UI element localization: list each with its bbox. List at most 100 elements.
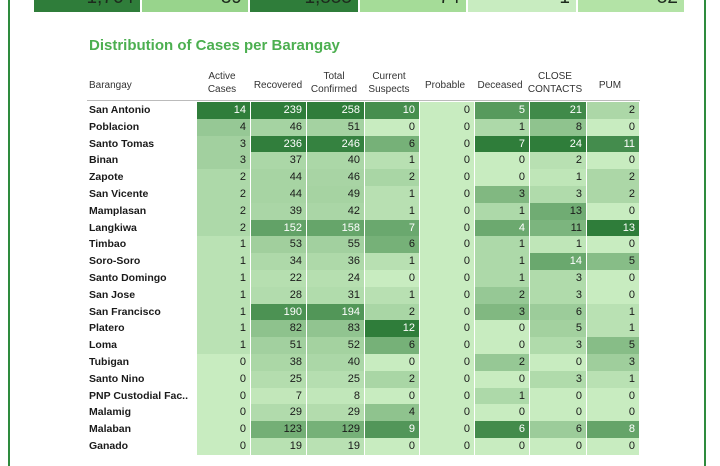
table-cell: 25 [251,370,306,388]
table-cell: 0 [365,354,419,371]
table-cell: 1 [587,320,639,338]
header-total-line1: Total [323,71,345,82]
barangay-name: Timbao [89,238,127,251]
table-cell: 1 [197,337,250,355]
table-cell: 0 [420,270,474,287]
table-row: Santo Domingo 1 22 24 0 0 1 3 0 [87,270,640,287]
table-cell: 0 [420,354,474,371]
table-cell: 44 [251,186,306,203]
table-cell: 2 [197,202,250,220]
barangay-name: Langkiwa [89,221,137,234]
table-cell: 5 [530,320,586,338]
table-row: San Vicente 2 44 49 1 0 3 3 2 [87,186,640,203]
table-cell: 236 [251,135,306,153]
table-cell: 0 [197,387,250,405]
table-cell: 11 [587,135,639,153]
table-cell: 5 [587,337,639,355]
header-active-line2: Cases [207,84,237,95]
table-cell: 3 [197,152,250,170]
header-close-line2: CONTACTS [527,84,583,95]
table-cell: 1 [365,253,419,271]
table-cell: 2 [587,102,639,119]
table-cell: 5 [475,102,529,119]
table-cell: 246 [307,135,364,153]
table-cell: 0 [365,118,419,136]
table-cell: 1 [475,387,529,405]
table-cell: 6 [475,421,529,439]
table-cell: 2 [365,169,419,187]
table-row: Tubigan 0 38 40 0 0 2 0 3 [87,354,640,371]
table-cell: 82 [251,320,306,338]
table-cell: 0 [475,337,529,355]
table-cell: 0 [365,438,419,455]
table-cell: 12 [365,320,419,338]
header-current-suspects: Current Suspects [362,70,416,96]
barangay-name: San Vicente [89,188,149,200]
table-cell: 3 [197,135,250,153]
table-cell: 0 [420,152,474,170]
summary-value: 1,764 [34,0,140,12]
table-cell: 1 [587,303,639,321]
table-cell: 0 [587,387,639,405]
table-cell: 1 [475,236,529,254]
summary-value: 1,855 [250,0,358,12]
barangay-name: Malamig [89,406,132,419]
table-row: Timbao 1 53 55 6 0 1 1 0 [87,236,640,254]
barangay-name: San Jose [89,288,136,301]
table-cell: 0 [197,438,250,455]
table-cell: 42 [307,202,364,220]
table-cell: 0 [197,404,250,422]
table-cell: 7 [365,219,419,237]
table-cell: 83 [307,320,364,338]
table-cell: 0 [587,152,639,170]
table-cell: 4 [365,404,419,422]
table-cell: 51 [307,118,364,136]
summary-value: 1 [468,0,576,12]
table-cell: 0 [197,421,250,439]
barangay-name: Zapote [89,171,124,184]
table-cell: 2 [587,186,639,203]
table-cell: 0 [420,370,474,388]
table-cell: 0 [420,102,474,119]
table-cell: 3 [530,286,586,304]
table-cell: 2 [530,152,586,170]
summary-value: 52 [578,0,684,12]
table-cell: 1 [475,118,529,136]
table-cell: 5 [587,253,639,271]
table-cell: 0 [475,320,529,338]
table-cell: 39 [251,202,306,220]
table-row: Poblacion 4 46 51 0 0 1 8 0 [87,118,640,136]
table-row: Santo Tomas 3 236 246 6 0 7 24 11 [87,135,640,153]
table-cell: 0 [420,421,474,439]
barangay-name: Malaban [89,423,132,436]
table-cell: 0 [420,236,474,254]
barangay-name: San Antonio [89,104,151,116]
table-cell: 37 [251,152,306,170]
table-cell: 0 [365,270,419,287]
table-cell: 0 [587,438,639,455]
table-cell: 0 [420,186,474,203]
header-suspects-line1: Current [372,71,406,82]
barangay-name: San Francisco [89,305,161,318]
table-cell: 2 [197,186,250,203]
table-cell: 2 [197,219,250,237]
table-row: Mamplasan 2 39 42 1 0 1 13 0 [87,202,640,220]
barangay-name: Platero [89,322,125,335]
table-cell: 6 [365,135,419,153]
table-cell: 2 [475,354,529,371]
table-cell: 38 [251,354,306,371]
header-barangay: Barangay [89,80,132,91]
table-cell: 129 [307,421,364,439]
table-cell: 3 [530,270,586,287]
table-cell: 46 [307,169,364,187]
barangay-name: PNP Custodial Fac.. [89,389,188,402]
barangay-name: Poblacion [89,120,140,133]
table-cell: 0 [420,135,474,153]
table-cell: 13 [530,202,586,220]
table-cell: 1 [475,270,529,287]
table-cell: 6 [530,421,586,439]
table-cell: 0 [420,320,474,338]
table-cell: 258 [307,102,364,119]
table-cell: 0 [587,286,639,304]
table-cell: 46 [251,118,306,136]
